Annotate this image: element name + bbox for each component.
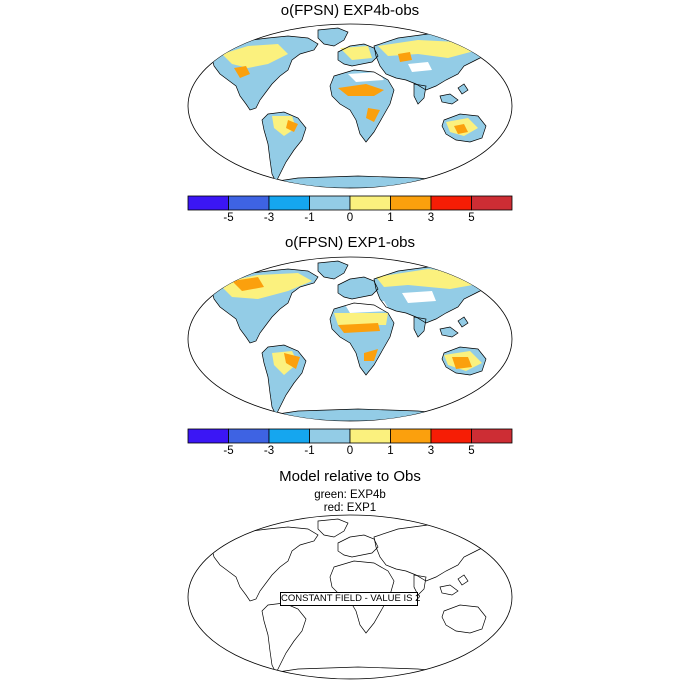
colorbar-2-tick-label: 0 <box>346 445 354 457</box>
panel-3-subtitle-red: red: EXP1 <box>323 502 377 514</box>
colorbar-2 <box>187 428 513 444</box>
colorbar-2-tick-label: 1 <box>387 445 394 457</box>
colorbar-2-box <box>187 428 229 444</box>
colorbar-2-tick-label: -5 <box>223 445 234 457</box>
colorbar-2-box <box>268 428 310 444</box>
panel-1-title: o(FPSN) EXP4b-obs <box>280 2 420 19</box>
anomaly-positive-large-1 <box>234 52 468 134</box>
colorbar-1-box <box>309 195 351 211</box>
colorbar-2-tick-label: 5 <box>468 445 475 457</box>
colorbar-1-box <box>349 195 391 211</box>
panel-3-title: Model relative to Obs <box>279 468 421 485</box>
colorbar-1-box <box>228 195 270 211</box>
colorbar-1-box <box>390 195 432 211</box>
constant-field-note: CONSTANT FIELD - VALUE IS 2 <box>280 592 421 606</box>
colorbar-2-box <box>390 428 432 444</box>
colorbar-2-box <box>309 428 351 444</box>
colorbar-2-box <box>228 428 270 444</box>
colorbar-1-tick-label: 3 <box>427 212 435 224</box>
map-panel-2 <box>187 256 513 422</box>
colorbar-2-tick-label: 3 <box>427 445 435 457</box>
panel-2-title: o(FPSN) EXP1-obs <box>284 234 416 251</box>
colorbar-1-box <box>471 195 513 211</box>
colorbar-1-tick-label: 0 <box>346 212 354 224</box>
colorbar-2-box <box>471 428 513 444</box>
colorbar-2-box <box>430 428 472 444</box>
colorbar-1 <box>187 195 513 211</box>
colorbar-1-tick-label: -1 <box>304 212 315 224</box>
colorbar-2-tick-label: -1 <box>304 445 315 457</box>
colorbar-1-box <box>430 195 472 211</box>
panel-3-subtitle-green: green: EXP4b <box>314 489 386 501</box>
colorbar-1-tick-label: -5 <box>223 212 234 224</box>
colorbar-2-box <box>349 428 391 444</box>
missing-data-2 <box>344 291 436 313</box>
colorbar-1-box <box>187 195 229 211</box>
anomaly-positive-large-2 <box>232 277 472 369</box>
map-panel-1 <box>187 23 513 189</box>
colorbar-1-tick-label: 1 <box>387 212 394 224</box>
colorbar-1-tick-label: 5 <box>468 212 475 224</box>
colorbar-1-tick-label: -3 <box>263 212 275 224</box>
colorbar-2-tick-label: -3 <box>263 445 275 457</box>
missing-data-1 <box>348 62 432 82</box>
colorbar-1-box <box>268 195 310 211</box>
